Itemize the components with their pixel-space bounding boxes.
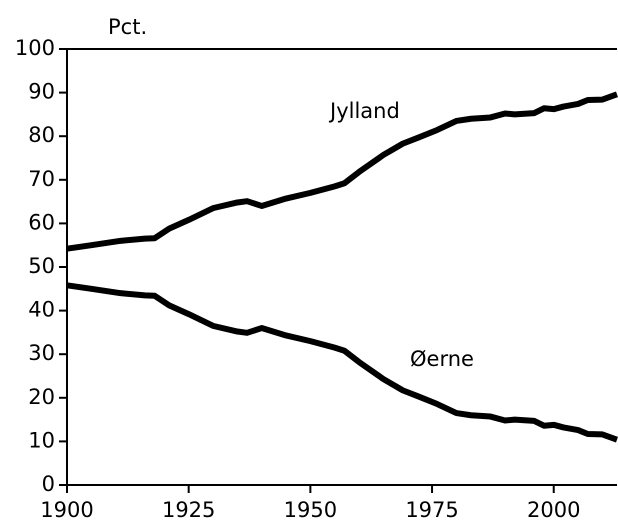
x-tick-label: 1925 [162, 498, 215, 522]
y-tick-label: 0 [42, 472, 55, 496]
y-tick-label: 10 [28, 428, 55, 452]
y-tick-label: 90 [28, 80, 55, 104]
x-tick-label: 2000 [527, 498, 580, 522]
line-series [66, 282, 618, 443]
y-tick-label: 20 [28, 385, 55, 409]
y-tick-label: 70 [28, 167, 55, 191]
y-tick-label: 40 [28, 298, 55, 322]
x-tick-label: 1900 [40, 498, 93, 522]
series-label: Øerne [410, 347, 474, 371]
y-tick-label: 60 [28, 210, 55, 234]
x-tick-label: 1975 [405, 498, 458, 522]
line-series [66, 91, 618, 252]
y-tick-label: 80 [28, 123, 55, 147]
y-tick-label: 100 [15, 36, 55, 60]
x-tick-label: 1950 [284, 498, 337, 522]
y-axis-label: Pct. [108, 15, 147, 39]
series-label: Jylland [328, 99, 400, 123]
y-tick-label: 30 [28, 341, 55, 365]
y-tick-label: 50 [28, 254, 55, 278]
